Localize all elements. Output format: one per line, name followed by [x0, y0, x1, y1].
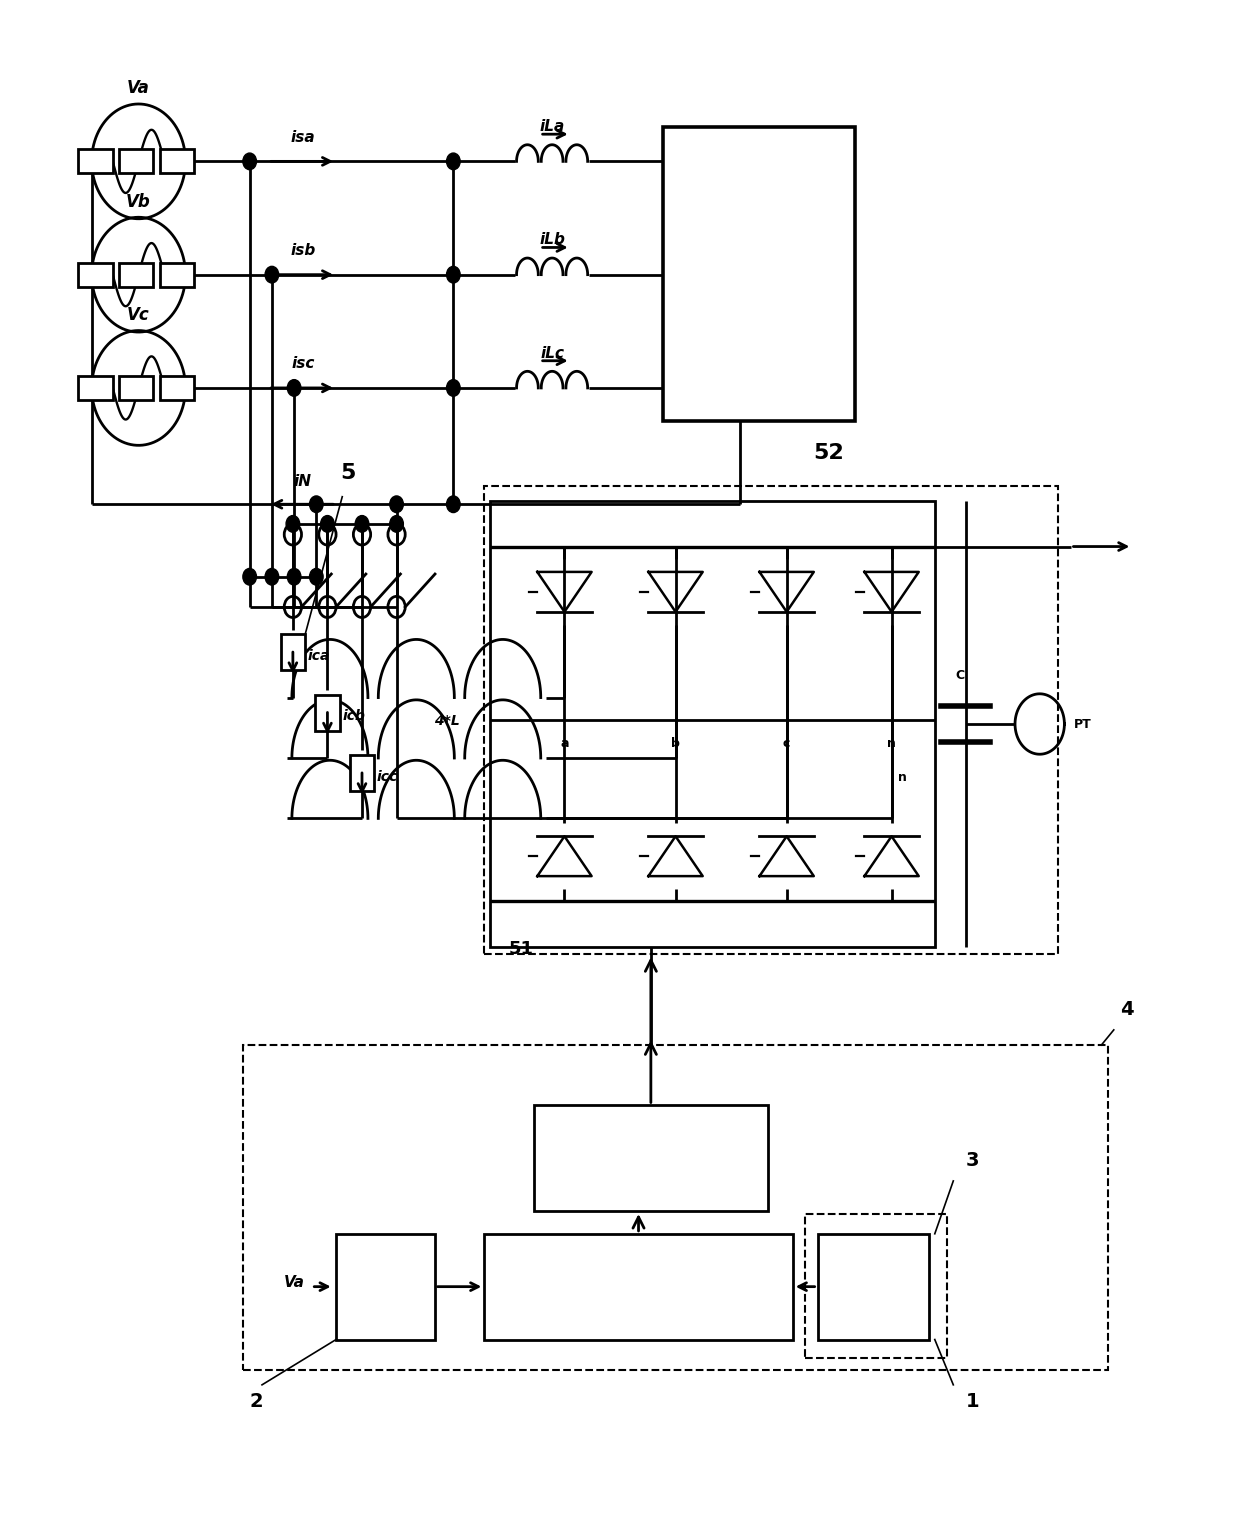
Circle shape [446, 267, 460, 283]
Text: ica: ica [308, 649, 330, 662]
Bar [817, 1234, 929, 1340]
Text: Va: Va [284, 1275, 305, 1290]
Text: icc: icc [377, 770, 398, 784]
Bar [315, 694, 340, 731]
Bar [484, 487, 1058, 955]
Text: Va: Va [128, 79, 150, 97]
Bar [243, 1045, 1107, 1370]
Bar [160, 262, 195, 287]
Text: n: n [898, 770, 906, 784]
Text: Vc: Vc [128, 306, 150, 324]
Text: Vb: Vb [126, 193, 151, 211]
Circle shape [446, 379, 460, 396]
Circle shape [446, 496, 460, 512]
Circle shape [321, 515, 335, 532]
Circle shape [389, 496, 403, 512]
Text: icb: icb [342, 709, 365, 723]
Text: iN: iN [294, 475, 311, 490]
Circle shape [265, 568, 279, 585]
Text: 4*L: 4*L [434, 714, 460, 728]
Text: isb: isb [290, 243, 315, 258]
Circle shape [288, 379, 301, 396]
Text: iLa: iLa [539, 120, 564, 133]
Text: iLb: iLb [539, 232, 565, 247]
Text: C: C [955, 669, 963, 682]
Bar [805, 1214, 947, 1358]
Text: a: a [560, 737, 569, 750]
Bar [280, 634, 305, 670]
Bar [533, 1105, 768, 1211]
Circle shape [310, 496, 324, 512]
Bar [336, 1234, 435, 1340]
Text: n: n [887, 737, 897, 750]
Text: c: c [782, 737, 790, 750]
Circle shape [243, 568, 257, 585]
Circle shape [265, 267, 279, 283]
Bar [78, 149, 113, 173]
Bar [490, 502, 935, 948]
Bar [119, 376, 154, 400]
Text: 2: 2 [249, 1393, 263, 1411]
Circle shape [286, 515, 300, 532]
Circle shape [446, 153, 460, 170]
Circle shape [389, 515, 403, 532]
Bar [484, 1234, 792, 1340]
Bar [78, 376, 113, 400]
Text: isa: isa [290, 130, 315, 144]
Bar [160, 149, 195, 173]
Bar [119, 149, 154, 173]
Circle shape [288, 568, 301, 585]
Text: 3: 3 [966, 1151, 980, 1170]
Bar [350, 755, 374, 791]
Bar [78, 262, 113, 287]
Text: b: b [671, 737, 680, 750]
Text: iLc: iLc [541, 346, 564, 361]
Circle shape [355, 515, 368, 532]
Bar [160, 376, 195, 400]
Circle shape [310, 568, 324, 585]
Text: 52: 52 [813, 443, 844, 462]
Text: 4: 4 [1120, 999, 1133, 1019]
Text: isc: isc [291, 356, 315, 371]
Circle shape [243, 153, 257, 170]
Text: 1: 1 [966, 1393, 980, 1411]
Bar [663, 127, 854, 421]
Text: 5: 5 [341, 462, 356, 482]
Bar [119, 262, 154, 287]
Text: PT: PT [1074, 717, 1092, 731]
Text: 51: 51 [508, 940, 534, 958]
